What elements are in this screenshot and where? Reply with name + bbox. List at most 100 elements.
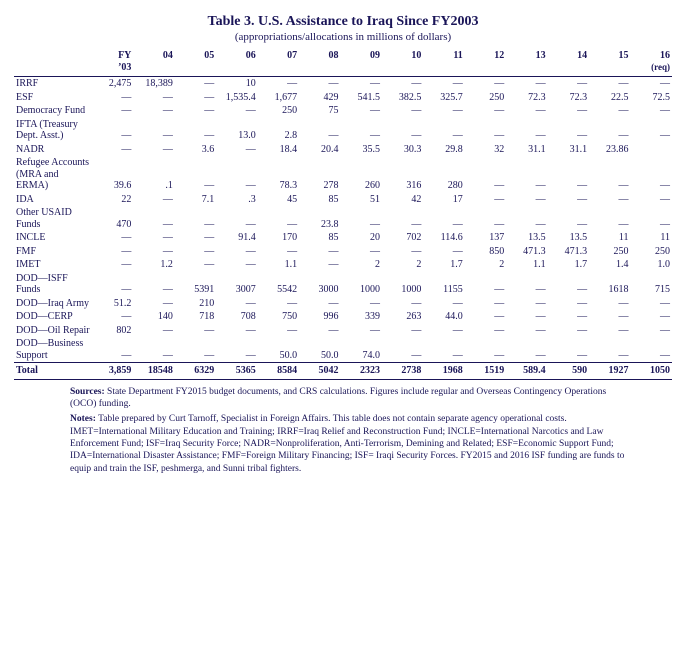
cell: 42 (382, 193, 423, 207)
cell: — (92, 143, 133, 157)
cell: — (216, 297, 257, 311)
cell: 996 (299, 310, 340, 324)
cell: — (548, 118, 589, 143)
cell: — (630, 156, 672, 193)
cell: 51 (341, 193, 382, 207)
cell: 750 (258, 310, 299, 324)
cell: — (548, 156, 589, 193)
row-label: IDA (14, 193, 92, 207)
cell: 74.0 (341, 337, 382, 363)
cell: — (589, 193, 630, 207)
cell: — (258, 245, 299, 259)
cell: — (589, 310, 630, 324)
row-label: IFTA (Treasury Dept. Asst.) (14, 118, 92, 143)
cell: 250 (630, 245, 672, 259)
cell: — (506, 118, 547, 143)
cell: — (423, 118, 464, 143)
cell: — (341, 206, 382, 231)
cell: — (216, 245, 257, 259)
col-header: 07 (258, 49, 299, 77)
cell: 30.3 (382, 143, 423, 157)
cell: 1.1 (258, 258, 299, 272)
cell: — (92, 258, 133, 272)
total-cell: 8584 (258, 363, 299, 380)
cell: .1 (133, 156, 174, 193)
total-cell: 1927 (589, 363, 630, 380)
table-title: Table 3. U.S. Assistance to Iraq Since F… (14, 14, 672, 30)
table-row: IFTA (Treasury Dept. Asst.)———13.02.8———… (14, 118, 672, 143)
cell: — (216, 206, 257, 231)
cell: — (175, 118, 216, 143)
cell: 45 (258, 193, 299, 207)
cell: — (175, 245, 216, 259)
cell: — (548, 297, 589, 311)
cell: 260 (341, 156, 382, 193)
cell: — (258, 206, 299, 231)
cell: — (382, 104, 423, 118)
cell: — (630, 104, 672, 118)
row-label: DOD—Business Support (14, 337, 92, 363)
table-body: IRRF2,47518,389—10——————————ESF———1,535.… (14, 77, 672, 380)
table-row: Democracy Fund————25075———————— (14, 104, 672, 118)
cell: — (258, 77, 299, 91)
cell: 471.3 (548, 245, 589, 259)
cell: 250 (589, 245, 630, 259)
col-header: 12 (465, 49, 506, 77)
cell: — (630, 206, 672, 231)
cell: — (506, 156, 547, 193)
cell: — (382, 297, 423, 311)
col-header: 11 (423, 49, 464, 77)
cell: 23.8 (299, 206, 340, 231)
assistance-table: FY’0304050607080910111213141516(req) IRR… (14, 49, 672, 380)
row-label: FMF (14, 245, 92, 259)
cell: — (341, 324, 382, 338)
cell: — (92, 310, 133, 324)
cell: — (92, 118, 133, 143)
col-header: FY’03 (92, 49, 133, 77)
cell: 715 (630, 272, 672, 297)
cell: — (382, 77, 423, 91)
cell: 2 (465, 258, 506, 272)
cell: — (341, 245, 382, 259)
cell: — (548, 193, 589, 207)
cell: — (465, 310, 506, 324)
cell: — (465, 77, 506, 91)
cell: — (506, 324, 547, 338)
col-header: 15 (589, 49, 630, 77)
cell: 429 (299, 91, 340, 105)
cell: — (506, 104, 547, 118)
cell: — (423, 337, 464, 363)
total-cell: 2738 (382, 363, 423, 380)
cell: 11 (589, 231, 630, 245)
col-header: 05 (175, 49, 216, 77)
cell: 3000 (299, 272, 340, 297)
col-header: 13 (506, 49, 547, 77)
total-cell: 1519 (465, 363, 506, 380)
total-cell: 1050 (630, 363, 672, 380)
cell: 29.8 (423, 143, 464, 157)
sources-label: Sources: (70, 387, 105, 397)
cell: — (92, 337, 133, 363)
cell: — (341, 297, 382, 311)
cell: 23.86 (589, 143, 630, 157)
total-cell: 5365 (216, 363, 257, 380)
table-row: DOD—CERP—14071870875099633926344.0————— (14, 310, 672, 324)
cell: 72.3 (506, 91, 547, 105)
cell: — (382, 245, 423, 259)
cell: 702 (382, 231, 423, 245)
cell: — (133, 231, 174, 245)
cell: — (175, 258, 216, 272)
cell: — (465, 324, 506, 338)
cell: — (506, 206, 547, 231)
cell: — (465, 272, 506, 297)
cell: — (382, 337, 423, 363)
table-row: IMET—1.2——1.1—221.721.11.71.41.0 (14, 258, 672, 272)
cell: 1.0 (630, 258, 672, 272)
cell: — (133, 143, 174, 157)
cell: — (133, 337, 174, 363)
cell: — (92, 272, 133, 297)
cell: 18,389 (133, 77, 174, 91)
cell: .3 (216, 193, 257, 207)
cell: — (589, 297, 630, 311)
cell: 18.4 (258, 143, 299, 157)
